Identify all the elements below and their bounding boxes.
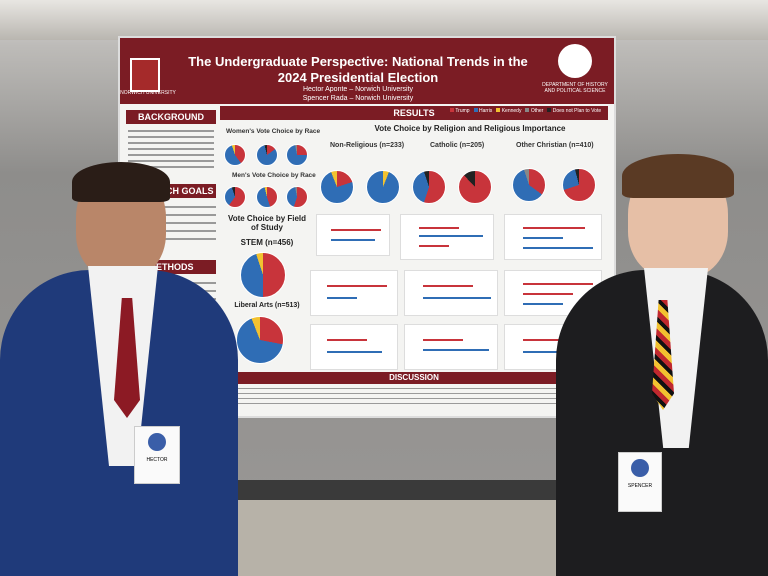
legend-text: Trump	[455, 108, 470, 114]
chart-label: Catholic (n=205)	[430, 142, 485, 149]
bar-panel	[310, 270, 398, 316]
text-line	[128, 166, 214, 168]
text-line	[160, 206, 216, 208]
pie-chart	[458, 170, 492, 204]
chart-label: Other Christian (n=410)	[516, 142, 594, 149]
text-line	[160, 222, 216, 224]
legend-item: Kennedy	[496, 108, 521, 114]
text-line	[128, 160, 214, 162]
badge-name: HECTOR	[146, 457, 168, 463]
text-line	[220, 393, 608, 394]
logo-left-shield	[130, 58, 160, 92]
author: Hector Aponte – Norwich University	[302, 86, 414, 93]
legend: Trump Harris Kennedy Other Does not Plan…	[450, 108, 601, 114]
author: Spencer Rada – Norwich University	[302, 95, 414, 102]
bar-panel	[404, 324, 498, 370]
text-line	[160, 214, 216, 216]
chart-title: Women's Vote Choice by Race	[226, 128, 321, 135]
chart-label: Non-Religious (n=233)	[330, 142, 405, 149]
pie-chart	[286, 186, 308, 208]
chart-label: Liberal Arts (n=513)	[234, 302, 300, 309]
bar-panel	[310, 324, 398, 370]
logo-right-seal	[558, 44, 592, 78]
text-line	[220, 403, 580, 404]
floor	[200, 500, 600, 576]
person-hair	[72, 162, 170, 202]
legend-text: Does not Plan to Vote	[552, 108, 602, 114]
legend-item: Harris	[473, 108, 493, 114]
legend-text: Other	[530, 108, 544, 114]
pie-chart	[224, 186, 246, 208]
bar-panel	[316, 214, 390, 256]
section-header: BACKGROUND	[126, 110, 216, 124]
poster-title: The Undergraduate Perspective: National …	[188, 54, 528, 85]
person-hair	[622, 154, 734, 198]
legend-item: Does not Plan to Vote	[547, 108, 601, 114]
bar-panel	[404, 270, 498, 316]
pie-chart	[256, 144, 278, 166]
pie-chart	[256, 186, 278, 208]
board-stand	[230, 480, 570, 500]
tie	[652, 300, 674, 410]
ceiling	[0, 0, 768, 40]
name-badge: HECTOR	[134, 426, 180, 484]
text-line	[160, 230, 216, 232]
bar-panel	[504, 214, 602, 260]
pie-chart	[286, 144, 308, 166]
text-line	[160, 238, 216, 240]
legend-item: Trump	[450, 108, 470, 114]
text-line	[128, 136, 214, 138]
pie-chart	[240, 252, 286, 298]
chart-title: Men's Vote Choice by Race	[232, 172, 316, 179]
logo-left-text: NORWICH UNIVERSITY	[120, 90, 176, 96]
text-line	[128, 154, 214, 156]
pie-chart	[562, 168, 596, 202]
text-line	[128, 142, 214, 144]
text-line	[128, 148, 214, 150]
bar-panel	[400, 214, 494, 260]
pie-chart	[412, 170, 446, 204]
pie-chart	[366, 170, 400, 204]
legend-text: Kennedy	[501, 108, 522, 114]
poster: NORWICH UNIVERSITY The Undergraduate Per…	[118, 36, 616, 418]
badge-name: SPENCER	[627, 483, 653, 489]
legend-text: Harris	[478, 108, 493, 114]
pie-chart	[224, 144, 246, 166]
poster-header	[120, 38, 614, 104]
section-header: DISCUSSION	[220, 372, 608, 384]
name-badge: SPENCER	[618, 452, 662, 512]
text-line	[128, 130, 214, 132]
pie-chart	[512, 168, 546, 202]
text-line	[220, 398, 608, 399]
chart-title: Vote Choice by Religion and Religious Im…	[374, 124, 566, 133]
pie-chart	[320, 170, 354, 204]
chart-title: Vote Choice by Field of Study	[227, 214, 307, 232]
pie-chart	[236, 316, 284, 364]
text-line	[220, 388, 608, 389]
legend-item: Other	[525, 108, 543, 114]
logo-right-text: DEPARTMENT OF HISTORY AND POLITICAL SCIE…	[542, 82, 608, 94]
section-header: RESULTS	[220, 106, 608, 120]
bar-panel	[504, 270, 602, 316]
chart-label: STEM (n=456)	[240, 238, 294, 247]
